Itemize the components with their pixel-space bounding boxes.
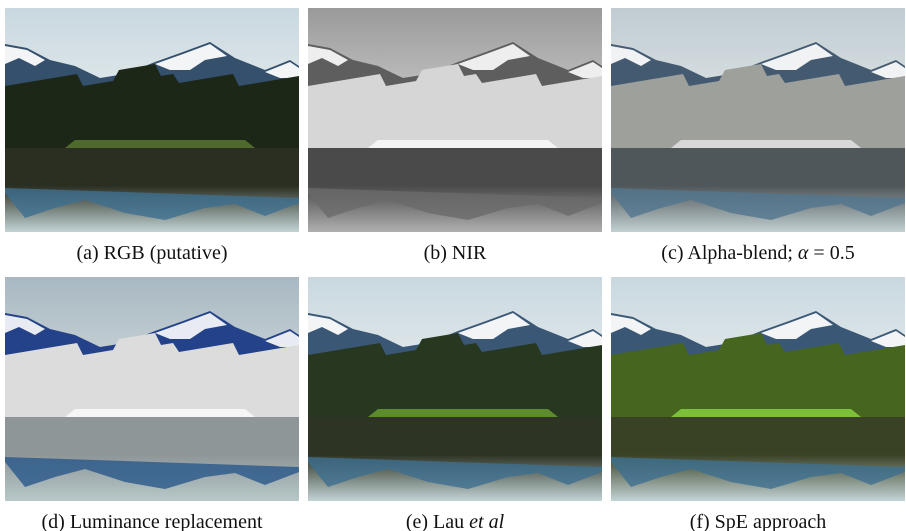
- caption-text: (a) RGB (putative): [76, 242, 227, 264]
- caption-text: (d) Luminance replacement: [42, 511, 263, 531]
- island: [671, 140, 861, 148]
- photo: [5, 8, 299, 232]
- panel: (c) Alpha-blend; α = 0.5: [611, 8, 905, 232]
- caption: (c) Alpha-blend; α = 0.5: [601, 242, 906, 265]
- caption-text: = 0.5: [808, 242, 854, 264]
- caption: (d) Luminance replacement: [0, 511, 309, 531]
- photo: [308, 277, 602, 501]
- caption: (e) Lau et al: [298, 511, 612, 531]
- panel: (d) Luminance replacement: [5, 277, 299, 501]
- panel: (b) NIR: [308, 8, 602, 232]
- island: [65, 409, 255, 417]
- photo: [611, 277, 905, 501]
- panel: (a) RGB (putative): [5, 8, 299, 232]
- caption-text: (e) Lau: [406, 511, 469, 531]
- island: [368, 140, 558, 148]
- island: [368, 409, 558, 417]
- caption: (f) SpE approach: [601, 511, 906, 531]
- island: [671, 409, 861, 417]
- caption: (b) NIR: [298, 242, 612, 265]
- caption-text: (b) NIR: [424, 242, 487, 264]
- caption-text: α: [798, 242, 809, 264]
- photo: [611, 8, 905, 232]
- island: [65, 140, 255, 148]
- panel: (e) Lau et al: [308, 277, 602, 501]
- caption-text: et al: [469, 511, 504, 531]
- photo: [308, 8, 602, 232]
- caption-text: (f) SpE approach: [690, 511, 827, 531]
- panel: (f) SpE approach: [611, 277, 905, 501]
- caption: (a) RGB (putative): [0, 242, 309, 265]
- photo: [5, 277, 299, 501]
- figure: (a) RGB (putative)(b) NIR(c) Alpha-blend…: [0, 0, 906, 531]
- caption-text: (c) Alpha-blend;: [661, 242, 798, 264]
